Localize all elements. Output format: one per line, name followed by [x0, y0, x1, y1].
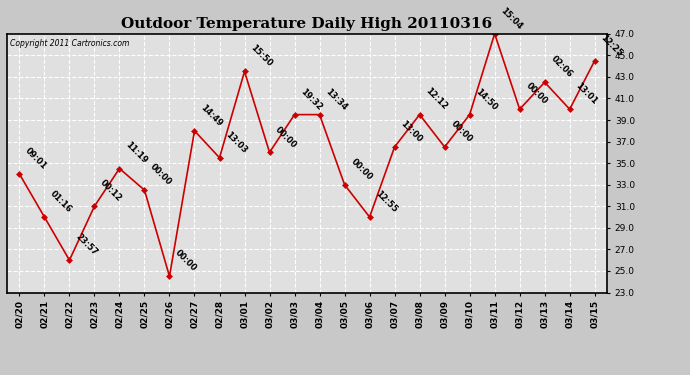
Text: 13:00: 13:00	[399, 119, 424, 144]
Text: 13:03: 13:03	[224, 130, 249, 155]
Text: 13:34: 13:34	[324, 87, 349, 112]
Text: 12:12: 12:12	[424, 87, 449, 112]
Text: 14:49: 14:49	[199, 103, 224, 128]
Text: 19:32: 19:32	[299, 87, 324, 112]
Text: 09:01: 09:01	[23, 146, 49, 171]
Text: 00:12: 00:12	[99, 178, 124, 204]
Text: 13:01: 13:01	[574, 81, 599, 106]
Title: Outdoor Temperature Daily High 20110316: Outdoor Temperature Daily High 20110316	[121, 17, 493, 31]
Text: 15:04: 15:04	[499, 6, 524, 31]
Text: 01:16: 01:16	[48, 189, 74, 214]
Text: 00:00: 00:00	[448, 119, 474, 144]
Text: 12:55: 12:55	[374, 189, 399, 214]
Text: 02:06: 02:06	[549, 54, 574, 80]
Text: 00:00: 00:00	[524, 81, 549, 106]
Text: 00:00: 00:00	[274, 124, 299, 150]
Text: 14:50: 14:50	[474, 87, 499, 112]
Text: 00:00: 00:00	[348, 157, 374, 182]
Text: 23:57: 23:57	[74, 232, 99, 257]
Text: 15:50: 15:50	[248, 44, 274, 69]
Text: 12:25: 12:25	[599, 33, 624, 58]
Text: Copyright 2011 Cartronics.com: Copyright 2011 Cartronics.com	[10, 39, 129, 48]
Text: 00:00: 00:00	[148, 162, 174, 187]
Text: 11:19: 11:19	[124, 141, 149, 166]
Text: 00:00: 00:00	[174, 249, 199, 273]
